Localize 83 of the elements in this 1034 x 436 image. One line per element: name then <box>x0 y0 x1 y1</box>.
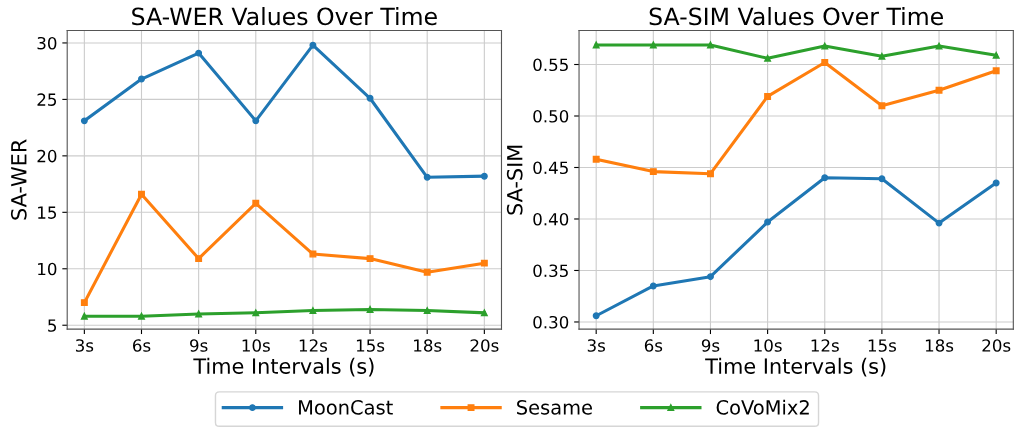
x-tick-label: 10s <box>242 339 270 352</box>
point <box>992 179 1000 187</box>
y-axis-title: SA-WER <box>10 139 27 220</box>
point <box>366 94 374 102</box>
y-tick-label: 25 <box>37 93 57 106</box>
x-tick-label: 12s <box>811 339 839 352</box>
point <box>649 168 657 176</box>
point <box>935 219 943 227</box>
point <box>764 218 772 226</box>
x-tick-label: 3s <box>75 339 94 352</box>
point <box>992 51 1000 59</box>
point <box>480 259 488 267</box>
point <box>821 42 829 50</box>
y-tick-label: 15 <box>38 206 57 219</box>
x-tick-label: 15s <box>868 339 897 352</box>
point <box>649 41 657 49</box>
point <box>423 268 431 276</box>
legend-label: CoVoMix2 <box>716 399 809 415</box>
y-tick-label: 10 <box>38 262 57 276</box>
point <box>592 155 600 163</box>
x-tick-label: 15s <box>356 339 385 352</box>
point <box>195 49 203 57</box>
point <box>195 310 203 318</box>
x-tick-label: 9s <box>701 339 720 352</box>
point <box>878 102 886 110</box>
y-tick-label: 0.35 <box>533 264 568 278</box>
point <box>935 86 943 94</box>
point <box>878 52 886 60</box>
y-axis-title: SA-SIM <box>506 145 523 215</box>
point <box>592 312 600 320</box>
point <box>821 58 829 66</box>
x-tick-label: 10s <box>754 339 782 352</box>
y-tick-label: 0.50 <box>533 109 569 123</box>
point <box>252 117 260 125</box>
point <box>706 273 714 281</box>
chart-title: SA-WER Values Over Time <box>132 7 437 26</box>
legend-label: Sesame <box>517 400 592 415</box>
point <box>423 307 431 315</box>
point <box>992 67 1000 75</box>
point <box>649 282 657 290</box>
y-tick-label: 0.40 <box>533 212 569 226</box>
y-tick-label: 5 <box>48 319 57 332</box>
point <box>138 312 145 320</box>
x-tick-label: 12s <box>299 339 328 352</box>
point <box>480 309 488 317</box>
point <box>138 75 145 83</box>
x-tick-label: 18s <box>925 339 954 352</box>
point <box>309 250 317 258</box>
point <box>821 174 829 182</box>
point <box>252 309 260 317</box>
point <box>138 190 145 198</box>
point <box>366 255 374 263</box>
point <box>480 172 488 180</box>
point <box>252 199 260 207</box>
x-tick-label: 6s <box>133 339 151 352</box>
point <box>309 307 317 315</box>
y-tick-label: 30 <box>37 36 57 50</box>
point <box>706 170 714 178</box>
point <box>309 41 317 49</box>
x-tick-label: 18s <box>414 339 442 352</box>
y-tick-label: 0.30 <box>533 315 569 329</box>
point <box>423 173 431 181</box>
chart-title: SA-SIM Values Over Time <box>649 7 943 26</box>
x-tick-label: 9s <box>190 339 208 352</box>
point <box>764 54 772 62</box>
y-tick-label: 20 <box>37 149 57 163</box>
point <box>80 299 88 307</box>
point <box>592 41 600 49</box>
y-tick-label: 0.55 <box>533 58 568 72</box>
legend-label: MoonCast <box>299 400 393 415</box>
point <box>80 117 88 125</box>
point <box>366 305 374 313</box>
point <box>80 312 88 320</box>
x-tick-label: 3s <box>587 339 606 352</box>
x-axis-title: Time Intervals (s) <box>193 357 374 377</box>
x-tick-label: 6s <box>644 339 663 352</box>
point <box>764 92 772 100</box>
x-tick-label: 20s <box>982 339 1011 352</box>
x-axis-title: Time Intervals (s) <box>705 357 886 377</box>
point <box>195 255 203 263</box>
point <box>878 175 886 183</box>
x-tick-label: 20s <box>470 339 499 352</box>
y-tick-label: 0.45 <box>533 161 568 175</box>
